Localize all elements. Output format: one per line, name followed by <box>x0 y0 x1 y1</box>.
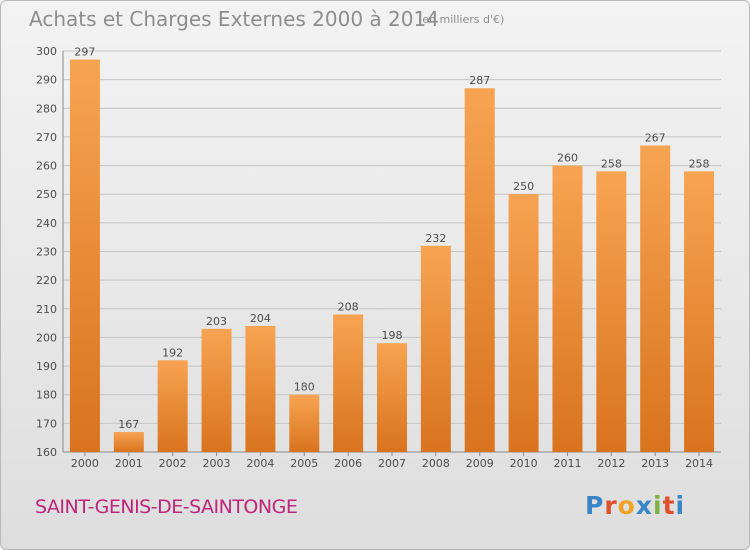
x-tick-label: 2001 <box>115 457 143 470</box>
bar <box>333 314 364 452</box>
bar <box>420 245 451 452</box>
y-tick-label: 160 <box>36 446 57 459</box>
x-tick-label: 2009 <box>466 457 494 470</box>
bar <box>640 145 671 452</box>
bar <box>596 171 627 453</box>
x-tick-label: 2008 <box>422 457 450 470</box>
bar <box>201 328 232 452</box>
data-label: 267 <box>645 132 666 145</box>
data-label: 258 <box>689 157 710 170</box>
bar <box>113 431 144 452</box>
proxiti-logo: Proxiti <box>585 491 686 520</box>
data-label: 204 <box>250 312 271 325</box>
y-tick-label: 290 <box>36 74 57 87</box>
x-tick-label: 2014 <box>685 457 713 470</box>
x-tick-label: 2007 <box>378 457 406 470</box>
y-tick-label: 260 <box>36 160 57 173</box>
data-label: 180 <box>294 381 315 394</box>
y-tick-label: 250 <box>36 188 57 201</box>
data-label: 192 <box>162 346 183 359</box>
y-tick-labels: 160 170 180 190 200 210 220 230 240 250 260 270 280 2… <box>36 45 57 459</box>
y-tick-label: 220 <box>36 274 57 287</box>
y-tick-label: 240 <box>36 217 57 230</box>
bars <box>69 59 715 453</box>
city-name: SAINT-GENIS-DE-SAINTONGE <box>35 496 298 518</box>
data-label: 198 <box>382 329 403 342</box>
y-tick-label: 190 <box>36 360 57 373</box>
x-tick-label: 2013 <box>641 457 669 470</box>
data-labels: 297 167 192 203 204 180 208 198 232 287 250 260 258 2… <box>74 46 709 431</box>
data-label: 232 <box>425 232 446 245</box>
y-tick-label: 280 <box>36 102 57 115</box>
x-tick-label: 2010 <box>510 457 538 470</box>
data-label: 203 <box>206 315 227 328</box>
bar <box>289 394 320 452</box>
bar <box>508 194 539 452</box>
bar <box>552 165 583 453</box>
x-tick-labels: 2000 2001 2002 2003 2004 2005 2006 2007 2008 2009… <box>71 457 713 470</box>
bar <box>69 59 100 452</box>
y-tick-label: 200 <box>36 331 57 344</box>
x-tick-label: 2004 <box>246 457 274 470</box>
bar <box>377 343 407 452</box>
x-tick-label: 2000 <box>71 457 99 470</box>
x-tick-label: 2003 <box>203 457 231 470</box>
bar <box>157 360 188 452</box>
data-label: 167 <box>118 418 139 431</box>
y-tick-label: 210 <box>36 303 57 316</box>
x-tick-label: 2011 <box>553 457 581 470</box>
x-tick-label: 2005 <box>290 457 318 470</box>
data-label: 208 <box>338 301 359 314</box>
y-tick-label: 180 <box>36 389 57 402</box>
data-label: 258 <box>601 157 622 170</box>
x-tick-label: 2006 <box>334 457 362 470</box>
x-tick-label: 2012 <box>597 457 625 470</box>
y-tick-label: 230 <box>36 246 57 259</box>
data-label: 260 <box>557 152 578 165</box>
chart-subtitle: (en milliers d'€) <box>418 13 505 26</box>
y-tick-label: 270 <box>36 131 57 144</box>
y-tick-label: 170 <box>36 417 57 430</box>
bar <box>245 325 276 452</box>
data-label: 297 <box>74 46 95 59</box>
data-label: 250 <box>513 180 534 193</box>
bar <box>684 171 715 453</box>
y-tick-label: 300 <box>36 45 57 58</box>
chart-title: Achats et Charges Externes 2000 à 2014 <box>29 7 439 31</box>
bar <box>464 88 495 452</box>
data-label: 287 <box>469 74 490 87</box>
x-tick-label: 2002 <box>159 457 187 470</box>
